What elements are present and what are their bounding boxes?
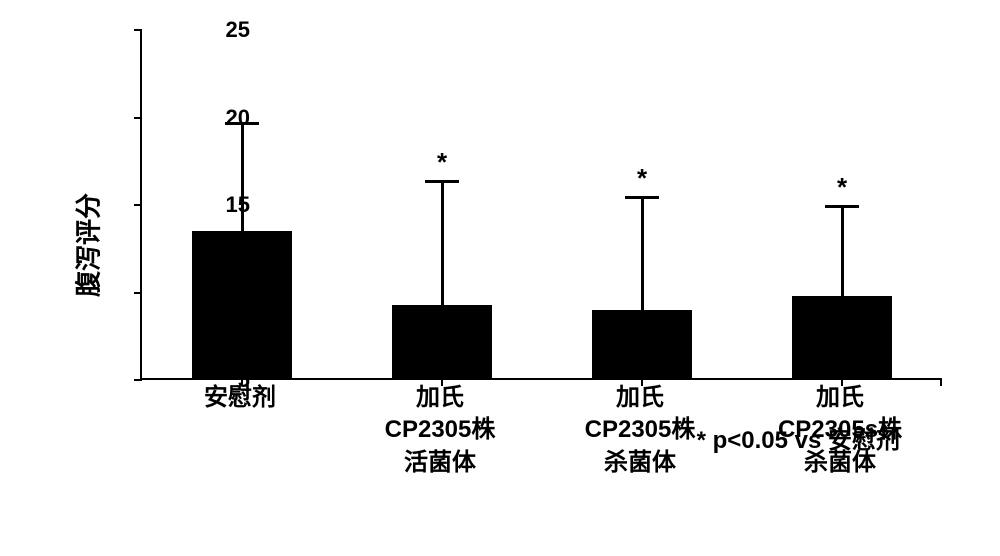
- y-tick-label: 20: [210, 105, 250, 131]
- x-axis-label: 加氏CP2305s株杀菌体: [778, 382, 902, 479]
- significance-marker: *: [437, 147, 447, 178]
- x-axis-label: 安慰剂: [204, 382, 276, 414]
- y-tick: [134, 379, 142, 381]
- bar: [792, 296, 892, 378]
- y-axis-label: 腹泻评分: [69, 193, 106, 297]
- y-tick-label: 25: [210, 17, 250, 43]
- significance-marker: *: [637, 163, 647, 194]
- error-bar: [841, 207, 844, 296]
- error-bar-cap: [425, 180, 459, 183]
- error-bar: [641, 198, 644, 310]
- y-tick-label: 10: [210, 280, 250, 306]
- chart-container: 腹泻评分 *** * p<0.05 vs 安慰剂 510152025安慰剂加氏C…: [40, 20, 960, 470]
- x-axis-label: 加氏CP2305株活菌体: [385, 382, 496, 479]
- error-bar-cap: [825, 205, 859, 208]
- significance-marker: *: [837, 172, 847, 203]
- y-tick: [134, 292, 142, 294]
- y-tick: [134, 29, 142, 31]
- y-tick-label: 15: [210, 192, 250, 218]
- bar: [592, 310, 692, 378]
- bar: [392, 305, 492, 379]
- y-tick: [134, 117, 142, 119]
- plot-area: * * *: [140, 30, 940, 380]
- x-axis-label: 加氏CP2305株杀菌体: [585, 382, 696, 479]
- y-tick: [134, 204, 142, 206]
- error-bar-cap: [625, 196, 659, 199]
- x-tick: [940, 378, 942, 386]
- error-bar: [441, 182, 444, 305]
